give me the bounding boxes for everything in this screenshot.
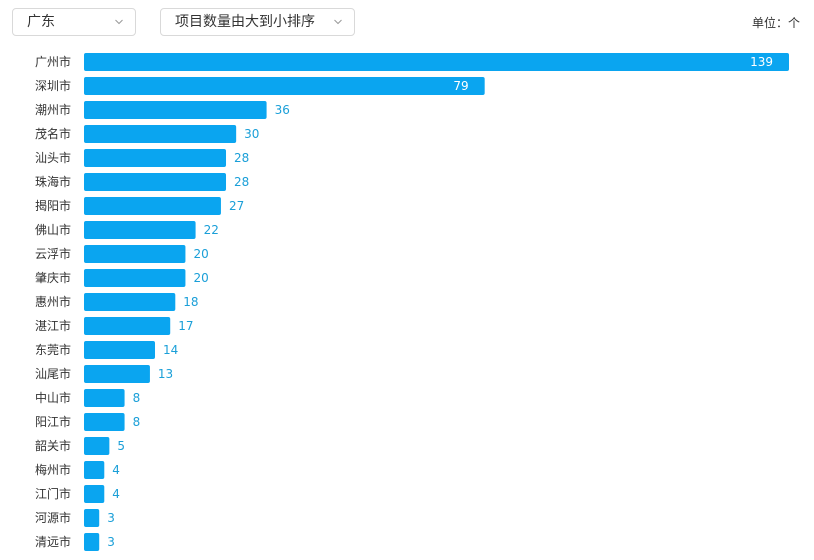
bar[interactable] bbox=[84, 461, 105, 479]
bar[interactable] bbox=[84, 341, 156, 359]
bar[interactable] bbox=[84, 245, 186, 263]
category-label: 潮州市 bbox=[35, 102, 71, 117]
bar[interactable] bbox=[84, 149, 227, 167]
category-label: 东莞市 bbox=[35, 342, 71, 357]
bar[interactable] bbox=[84, 365, 150, 383]
sort-order-select-value: 项目数量由大到小排序 bbox=[175, 14, 315, 30]
category-label: 阳江市 bbox=[35, 414, 71, 429]
category-label: 惠州市 bbox=[35, 294, 71, 309]
bar[interactable] bbox=[84, 125, 237, 143]
value-label: 79 bbox=[453, 79, 468, 93]
category-label: 佛山市 bbox=[35, 222, 71, 237]
category-label: 梅州市 bbox=[35, 462, 71, 477]
value-label: 20 bbox=[193, 247, 208, 261]
category-label: 江门市 bbox=[35, 486, 71, 501]
category-label: 汕头市 bbox=[35, 150, 71, 165]
category-label: 深圳市 bbox=[35, 78, 71, 93]
value-label: 3 bbox=[107, 535, 115, 549]
value-label: 5 bbox=[117, 439, 125, 453]
bar[interactable] bbox=[84, 413, 125, 431]
unit-label: 单位：个 bbox=[751, 16, 800, 30]
bar[interactable] bbox=[84, 269, 186, 287]
bar[interactable] bbox=[84, 293, 176, 311]
bar[interactable] bbox=[84, 77, 485, 95]
bar[interactable] bbox=[84, 221, 196, 239]
value-label: 14 bbox=[163, 343, 178, 357]
value-label: 4 bbox=[112, 463, 120, 477]
value-label: 13 bbox=[158, 367, 173, 381]
value-label: 3 bbox=[107, 511, 115, 525]
category-label: 云浮市 bbox=[35, 246, 71, 261]
category-label: 茂名市 bbox=[35, 126, 71, 141]
category-label: 汕尾市 bbox=[35, 366, 71, 381]
sort-order-select[interactable]: 项目数量由大到小排序 bbox=[160, 8, 355, 36]
bar[interactable] bbox=[84, 389, 125, 407]
category-label: 肇庆市 bbox=[35, 270, 71, 285]
value-label: 4 bbox=[112, 487, 120, 501]
value-label: 8 bbox=[133, 415, 141, 429]
bar[interactable] bbox=[84, 101, 267, 119]
category-label: 韶关市 bbox=[35, 438, 71, 453]
category-label: 湛江市 bbox=[35, 318, 71, 333]
chevron-down-icon bbox=[115, 19, 123, 25]
bar[interactable] bbox=[84, 437, 110, 455]
category-label: 河源市 bbox=[35, 510, 71, 525]
category-label: 清远市 bbox=[35, 534, 71, 549]
value-label: 27 bbox=[229, 199, 244, 213]
value-label: 28 bbox=[234, 175, 249, 189]
value-label: 139 bbox=[750, 55, 773, 69]
value-label: 22 bbox=[204, 223, 219, 237]
chevron-down-icon bbox=[334, 19, 342, 25]
value-label: 30 bbox=[244, 127, 259, 141]
bar[interactable] bbox=[84, 197, 221, 215]
province-select[interactable]: 广东 bbox=[12, 8, 136, 36]
category-label: 广州市 bbox=[35, 54, 71, 69]
bar[interactable] bbox=[84, 485, 105, 503]
bar[interactable] bbox=[84, 509, 100, 527]
value-label: 28 bbox=[234, 151, 249, 165]
category-label: 中山市 bbox=[35, 390, 71, 405]
province-select-value: 广东 bbox=[27, 14, 55, 30]
category-label: 珠海市 bbox=[35, 174, 71, 189]
category-label: 揭阳市 bbox=[35, 198, 71, 213]
bar[interactable] bbox=[84, 533, 100, 551]
value-label: 17 bbox=[178, 319, 193, 333]
bar[interactable] bbox=[84, 53, 789, 71]
bar[interactable] bbox=[84, 317, 171, 335]
bar[interactable] bbox=[84, 173, 227, 191]
value-label: 18 bbox=[183, 295, 198, 309]
value-label: 20 bbox=[193, 271, 208, 285]
value-label: 36 bbox=[275, 103, 290, 117]
value-label: 8 bbox=[133, 391, 141, 405]
